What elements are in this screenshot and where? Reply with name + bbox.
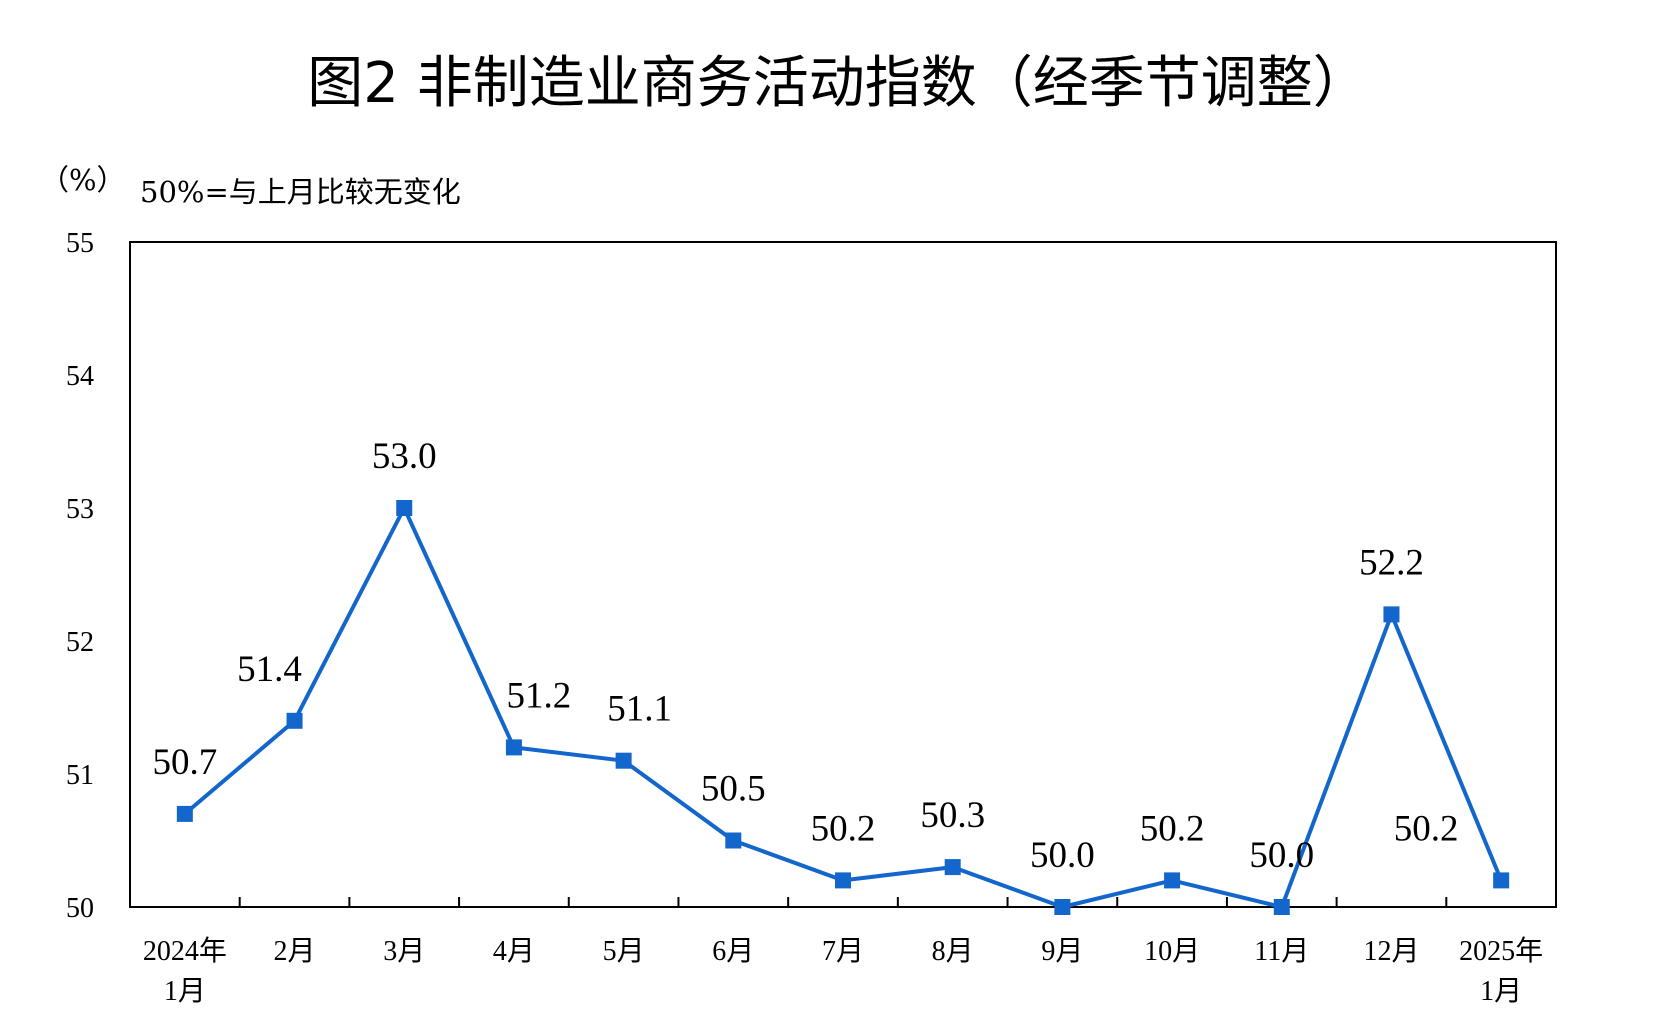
y-axis-unit: （%） bbox=[40, 163, 126, 197]
data-point bbox=[1493, 872, 1510, 889]
data-label: 52.2 bbox=[1359, 542, 1424, 583]
data-label: 50.3 bbox=[920, 795, 985, 836]
data-label: 50.5 bbox=[701, 769, 766, 810]
data-label: 51.4 bbox=[237, 649, 302, 690]
data-label: 50.2 bbox=[1394, 808, 1459, 849]
y-tick-label: 53 bbox=[66, 494, 94, 525]
y-tick-label: 50 bbox=[66, 893, 94, 924]
plot-frame bbox=[129, 241, 1557, 908]
data-point bbox=[1383, 606, 1400, 623]
data-label: 50.0 bbox=[1249, 835, 1314, 876]
data-label: 50.0 bbox=[1030, 835, 1095, 876]
x-axis: 2024年 1月 2月 3月 4月 5月 6月 7月 8月 9月 10月 11月 12月 2025年 1月 bbox=[143, 897, 1543, 1007]
data-point bbox=[725, 832, 742, 849]
data-point bbox=[615, 752, 632, 769]
data-point bbox=[1054, 899, 1071, 915]
y-axis: 50 51 52 53 54 55 bbox=[66, 228, 94, 924]
x-tick-label: 2月 bbox=[274, 936, 316, 967]
data-label: 50.2 bbox=[1140, 808, 1205, 849]
x-tick-label: 8月 bbox=[932, 936, 974, 967]
data-point bbox=[286, 712, 303, 729]
y-tick-label: 52 bbox=[66, 627, 94, 658]
data-label: 51.2 bbox=[507, 675, 572, 716]
x-tick-label: 11月 bbox=[1254, 936, 1309, 967]
data-point bbox=[1273, 899, 1290, 915]
chart-title: 图2 非制造业商务活动指数（经季节调整） bbox=[307, 51, 1368, 116]
y-tick-label: 51 bbox=[66, 760, 94, 791]
x-tick-label: 4月 bbox=[493, 936, 535, 967]
x-tick-label: 6月 bbox=[712, 936, 754, 967]
x-tick-label: 10月 bbox=[1144, 936, 1200, 967]
x-tick-label: 2024年 1月 bbox=[143, 935, 227, 1007]
data-point bbox=[1164, 872, 1181, 889]
data-label: 51.1 bbox=[607, 689, 672, 730]
data-point bbox=[505, 739, 522, 756]
x-tick-label: 12月 bbox=[1363, 936, 1419, 967]
data-point bbox=[835, 872, 851, 889]
y-tick-label: 54 bbox=[66, 361, 94, 392]
x-tick-label: 9月 bbox=[1041, 936, 1083, 967]
data-point bbox=[944, 859, 961, 876]
data-point bbox=[396, 500, 413, 516]
x-tick-label: 2025年 1月 bbox=[1459, 935, 1543, 1007]
data-label: 50.7 bbox=[152, 742, 217, 783]
x-tick-label: 7月 bbox=[822, 936, 864, 967]
x-tick-label: 3月 bbox=[383, 936, 425, 967]
baseline-note: 50%=与上月比较无变化 bbox=[140, 175, 461, 209]
series-layer: 50.7 51.4 53.0 51.2 51.1 50.5 50.2 50.3 50.0 50.2… bbox=[152, 436, 1510, 915]
data-label: 53.0 bbox=[372, 436, 437, 477]
x-tick-label: 5月 bbox=[603, 936, 645, 967]
data-label: 50.2 bbox=[811, 808, 876, 849]
y-tick-label: 55 bbox=[66, 228, 94, 259]
data-point bbox=[176, 805, 193, 822]
